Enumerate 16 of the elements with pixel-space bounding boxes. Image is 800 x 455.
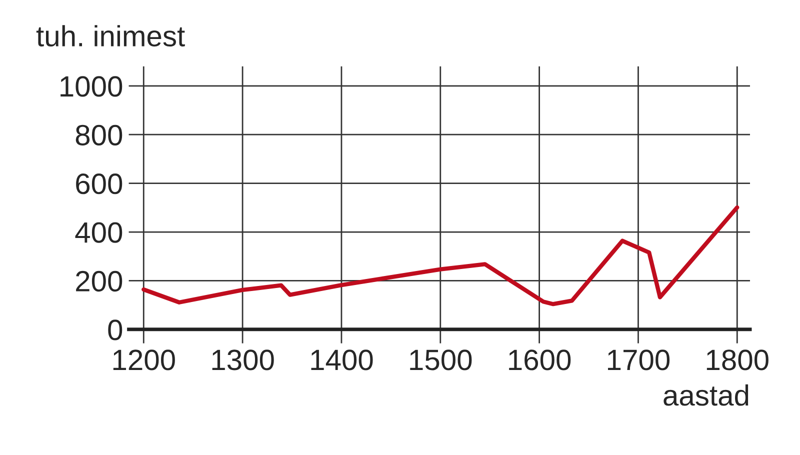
y-axis-title: tuh. inimest (36, 25, 185, 47)
y-tick-label: 200 (76, 270, 122, 292)
line-series (142, 205, 740, 306)
x-tick-label: 1400 (311, 350, 373, 370)
x-tick-label: 1800 (706, 350, 768, 370)
y-tick-label: 1000 (60, 76, 122, 97)
y-tick-label: 400 (75, 222, 122, 243)
x-tick-label: 1300 (212, 350, 274, 370)
x-tick-label: 1500 (410, 350, 472, 370)
x-tick-label: 1200 (113, 350, 175, 370)
y-tick-label: 600 (76, 174, 122, 194)
x-tick-label: 1700 (608, 350, 670, 370)
y-tick-label: 0 (108, 320, 122, 340)
x-axis-title: aastad (664, 384, 748, 406)
x-tick-label: 1600 (509, 350, 571, 370)
y-tick-label: 800 (76, 124, 122, 146)
